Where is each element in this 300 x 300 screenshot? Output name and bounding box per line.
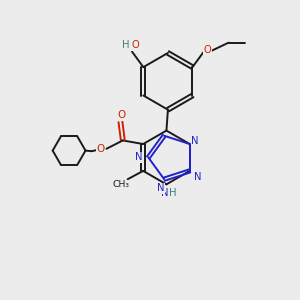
Text: H: H — [122, 40, 129, 50]
Text: N: N — [191, 136, 199, 146]
Text: O: O — [117, 110, 125, 120]
Text: N: N — [158, 183, 165, 193]
Text: N: N — [135, 152, 142, 163]
Text: CH₃: CH₃ — [112, 180, 130, 189]
Text: H: H — [169, 188, 177, 198]
Text: O: O — [131, 40, 139, 50]
Text: O: O — [96, 144, 105, 154]
Text: N: N — [194, 172, 201, 182]
Text: N: N — [161, 188, 169, 198]
Text: O: O — [204, 45, 212, 56]
